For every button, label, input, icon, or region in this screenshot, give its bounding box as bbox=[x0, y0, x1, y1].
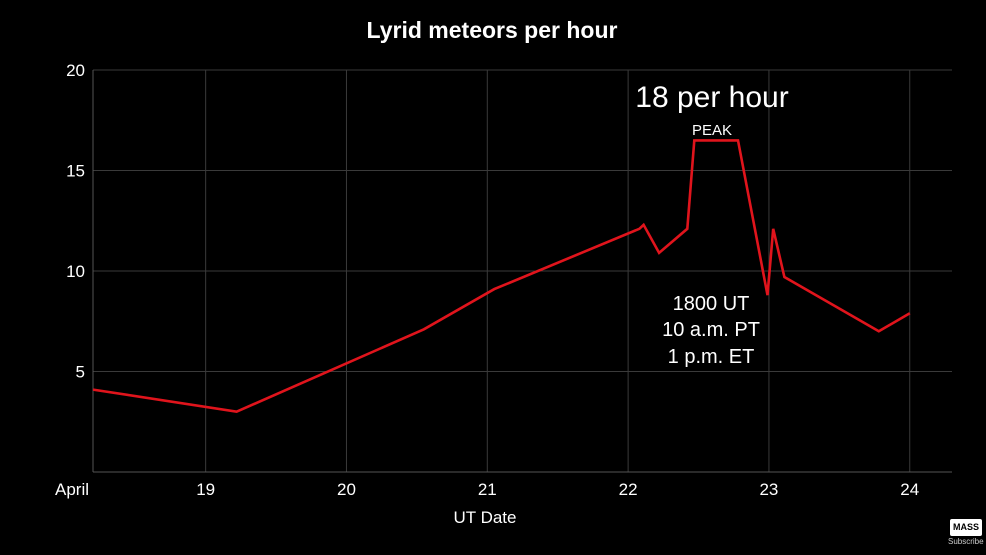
grid bbox=[92, 69, 952, 473]
peak-label-annotation: PEAK bbox=[692, 122, 732, 139]
peak-time-pt: 10 a.m. PT bbox=[662, 319, 760, 341]
x-axis-ticks: 19 20 21 22 23 24 bbox=[196, 480, 919, 499]
x-tick-label: 21 bbox=[478, 480, 497, 499]
series bbox=[92, 139, 911, 414]
chart-title: Lyrid meteors per hour bbox=[367, 17, 618, 43]
x-tick-label: 24 bbox=[900, 480, 919, 499]
y-axis-ticks: 5 10 15 20 bbox=[66, 61, 85, 382]
y-tick-label: 15 bbox=[66, 162, 85, 181]
y-tick-label: 20 bbox=[66, 61, 85, 80]
y-tick-label: 5 bbox=[76, 363, 85, 382]
channel-logo[interactable]: MASS bbox=[950, 519, 982, 536]
x-tick-label: 20 bbox=[337, 480, 356, 499]
peak-rate-annotation: 18 per hour bbox=[635, 81, 788, 114]
subscribe-label[interactable]: Subscribe bbox=[948, 537, 984, 546]
peak-time-ut: 1800 UT bbox=[673, 293, 750, 315]
x-tick-label: 23 bbox=[759, 480, 778, 499]
x-tick-label: 22 bbox=[619, 480, 638, 499]
series-line-0 bbox=[92, 139, 911, 414]
peak-time-et: 1 p.m. ET bbox=[668, 346, 755, 368]
x-tick-label: 19 bbox=[196, 480, 215, 499]
x-axis-start-label: April bbox=[55, 480, 89, 499]
y-tick-label: 10 bbox=[66, 262, 85, 281]
x-axis-label: UT Date bbox=[454, 508, 517, 527]
